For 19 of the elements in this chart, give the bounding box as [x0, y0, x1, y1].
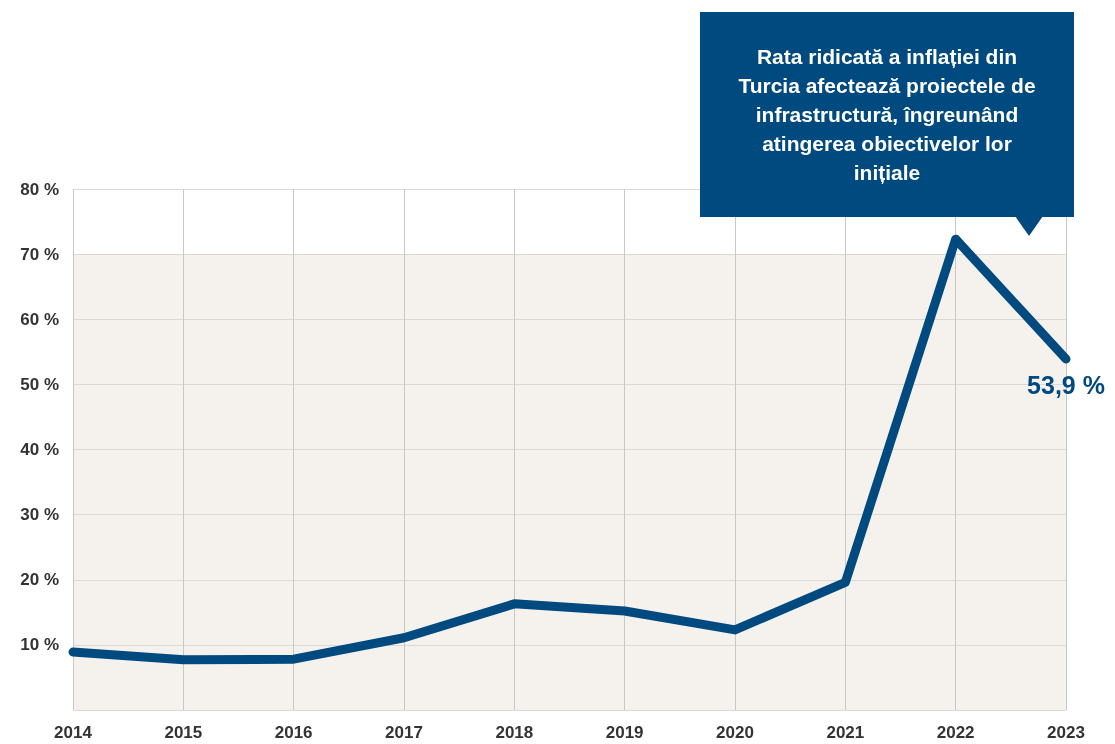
x-tick-label: 2019 — [605, 723, 644, 742]
x-tick-label: 2018 — [495, 723, 534, 742]
y-tick-label: 40 % — [20, 440, 59, 459]
y-tick-label: 50 % — [20, 374, 59, 394]
x-tick-label: 2023 — [1047, 723, 1085, 742]
y-tick-label: 70 % — [20, 244, 59, 264]
y-tick-label: 10 % — [20, 635, 59, 655]
x-tick-label: 2016 — [274, 723, 313, 742]
x-tick-label: 2021 — [826, 723, 865, 742]
y-tick-label: 30 % — [20, 505, 59, 525]
x-tick-label: 2017 — [385, 723, 423, 742]
data-label: 53,9 % — [1027, 371, 1105, 400]
y-tick-label: 60 % — [20, 309, 59, 329]
y-tick-label: 80 % — [20, 179, 59, 199]
x-tick-label: 2020 — [716, 723, 754, 742]
y-tick-label: 20 % — [20, 570, 59, 590]
x-tick-label: 2022 — [936, 723, 975, 742]
x-tick-label: 2015 — [164, 723, 203, 742]
x-tick-label: 2014 — [54, 723, 93, 742]
